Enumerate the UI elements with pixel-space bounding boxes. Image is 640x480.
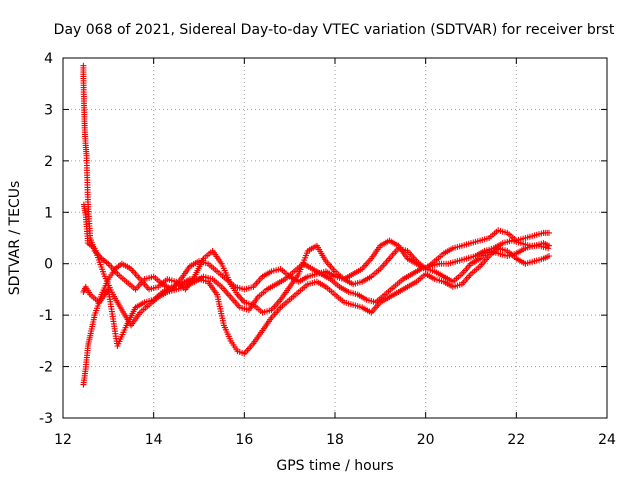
chart-title: Day 068 of 2021, Sidereal Day-to-day VTE… [54, 22, 615, 38]
x-tick-label: 18 [326, 432, 344, 448]
y-tick-label: 1 [44, 205, 53, 221]
y-tick-label: 0 [44, 257, 53, 273]
x-tick-label: 22 [507, 432, 525, 448]
series-track-4 [80, 201, 552, 329]
data-point [546, 253, 552, 259]
y-tick-label: -2 [39, 360, 53, 376]
x-tick-label: 24 [598, 432, 616, 448]
data-point [545, 245, 552, 252]
series-track-1 [80, 62, 552, 293]
y-axis-label: SDTVAR / TECUs [7, 181, 23, 296]
data-point [546, 242, 552, 249]
y-tick-label: -3 [39, 411, 53, 427]
y-tick-label: 2 [44, 154, 53, 170]
x-tick-label: 20 [417, 432, 435, 448]
data-layer [80, 62, 552, 388]
plot-frame [62, 57, 608, 419]
data-point [546, 229, 552, 236]
y-tick-label: 4 [44, 51, 53, 67]
x-tick-label: 16 [235, 432, 253, 448]
data-point [238, 296, 245, 303]
y-tick-label: -1 [39, 308, 53, 324]
x-axis-label: GPS time / hours [276, 458, 393, 474]
x-tick-label: 14 [145, 432, 163, 448]
x-tick-label: 12 [54, 432, 72, 448]
y-tick-label: 3 [44, 102, 53, 118]
